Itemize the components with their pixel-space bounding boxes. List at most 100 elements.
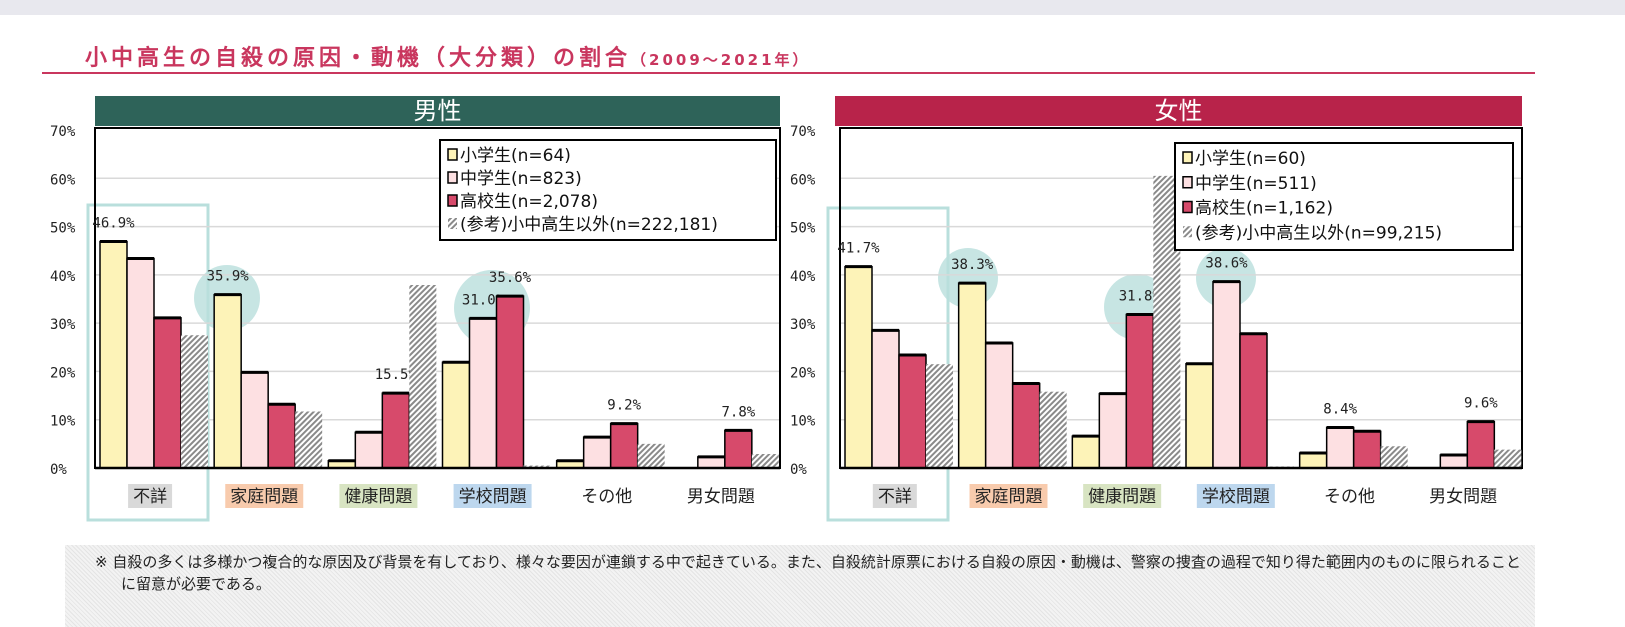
female-y-tick-label: 10% [790, 414, 816, 430]
male-data-label: 35.9% [207, 269, 250, 285]
male-x-tick-label: 不詳 [133, 487, 167, 507]
female-y-tick-label: 40% [790, 269, 816, 285]
male-bar [99, 240, 128, 469]
title-underline [42, 72, 1535, 74]
male-bar [354, 431, 384, 469]
male-x-tick-label: 家庭問題 [230, 487, 298, 507]
female-legend-label: 小学生(n=60) [1195, 149, 1306, 169]
female-legend-label: 中学生(n=511) [1195, 174, 1317, 194]
male-y-tick-label: 60% [50, 172, 76, 188]
male-y-tick-label: 10% [50, 414, 76, 430]
female-bar [957, 282, 987, 469]
male-legend-label: (参考)小中高生以外(n=222,181) [460, 215, 718, 235]
male-bar [381, 392, 411, 469]
male-bar [126, 257, 155, 469]
male-legend-label: 小学生(n=64) [460, 146, 571, 166]
title-text: 小中高生の自殺の原因・動機（大分類）の割合 [85, 46, 632, 71]
female-category-bg [1196, 484, 1275, 508]
male-category-bg [128, 484, 173, 508]
female-highlight-circle [1196, 248, 1256, 308]
female-x-tick-label: 男女問題 [1429, 487, 1497, 507]
male-x-tick-label: 学校問題 [459, 487, 527, 507]
female-data-label: 38.6% [1205, 256, 1248, 272]
male-bar [637, 443, 665, 468]
male-x-tick-label: 男女問題 [687, 487, 755, 507]
female-legend-swatch [1182, 200, 1193, 214]
female-bar [1039, 391, 1067, 468]
female-bar [1011, 382, 1041, 469]
female-legend-box [1174, 142, 1514, 251]
male-data-label: 15.5% [375, 367, 418, 383]
male-bar [295, 411, 323, 468]
female-category-bg [872, 484, 917, 508]
female-x-tick-label: 家庭問題 [975, 487, 1043, 507]
male-panel-header: 男性 [95, 96, 780, 126]
male-bar [751, 453, 779, 468]
male-legend-swatch [447, 171, 458, 184]
female-data-label: 31.8% [1119, 288, 1162, 304]
female-legend-label: 高校生(n=1,162) [1195, 199, 1333, 219]
male-data-label: 46.9% [92, 216, 135, 232]
male-y-tick-label: 0% [50, 462, 67, 478]
female-bar [1125, 313, 1155, 469]
female-x-tick-label: 健康問題 [1088, 487, 1156, 507]
female-category-bg [1083, 484, 1162, 508]
female-x-tick-label: その他 [1324, 487, 1375, 507]
female-bar [1494, 449, 1522, 468]
male-x-tick-label: その他 [581, 487, 632, 507]
male-bar [609, 422, 639, 469]
male-legend-label: 高校生(n=2,078) [460, 192, 598, 212]
female-bar [1439, 454, 1469, 469]
page-title: 小中高生の自殺の原因・動機（大分類）の割合（2009～2021年） [85, 40, 811, 72]
male-category-bg [339, 484, 418, 508]
male-category-bg [453, 484, 532, 508]
male-y-tick-label: 50% [50, 221, 76, 237]
male-bar [213, 293, 242, 469]
female-bar [1325, 426, 1355, 469]
female-highlight-frame [826, 206, 950, 522]
male-category-bg [225, 484, 304, 508]
female-data-label: 9.6% [1464, 396, 1498, 412]
male-bar [582, 436, 612, 469]
female-bar [871, 329, 900, 469]
female-legend-swatch [1182, 176, 1193, 189]
male-y-tick-label: 70% [50, 124, 76, 140]
female-bar [1185, 362, 1214, 469]
male-data-label: 35.6% [489, 270, 532, 286]
male-bar [697, 456, 726, 469]
female-bar [1212, 280, 1241, 469]
male-data-label: 31.0% [462, 292, 505, 308]
female-data-label: 8.4% [1323, 401, 1357, 417]
male-bar [409, 284, 437, 468]
male-legend-box [439, 139, 777, 241]
female-panel-header: 女性 [835, 96, 1522, 126]
female-x-tick-label: 学校問題 [1202, 487, 1270, 507]
footnote-text: ※ 自殺の多くは多様かつ複合的な原因及び背景を有しており、様々な要因が連鎖する中… [95, 553, 1521, 593]
female-legend-swatch [1182, 151, 1193, 164]
female-y-tick-label: 50% [790, 221, 816, 237]
female-legend-label: (参考)小中高生以外(n=99,215) [1195, 223, 1442, 243]
male-bar [181, 335, 208, 468]
male-data-label: 7.8% [721, 404, 755, 420]
female-bar [984, 342, 1014, 469]
male-legend-swatch [447, 148, 458, 161]
male-legend-label: 中学生(n=823) [460, 169, 582, 189]
female-bar [898, 354, 927, 469]
male-bar [267, 403, 296, 469]
male-bar [724, 429, 753, 469]
female-bar [1071, 435, 1101, 469]
male-bar [240, 371, 269, 469]
top-strip [0, 0, 1625, 15]
female-bar [1239, 333, 1268, 469]
male-y-tick-label: 30% [50, 317, 76, 333]
female-bar [1466, 420, 1496, 469]
title-subtitle: （2009～2021年） [631, 51, 811, 69]
female-category-bg [969, 484, 1048, 508]
female-y-tick-label: 30% [790, 317, 816, 333]
male-y-tick-label: 40% [50, 269, 76, 285]
male-x-tick-label: 健康問題 [344, 487, 412, 507]
female-bar [926, 364, 953, 468]
female-data-label: 41.7% [837, 241, 880, 257]
female-bar [1352, 430, 1382, 469]
